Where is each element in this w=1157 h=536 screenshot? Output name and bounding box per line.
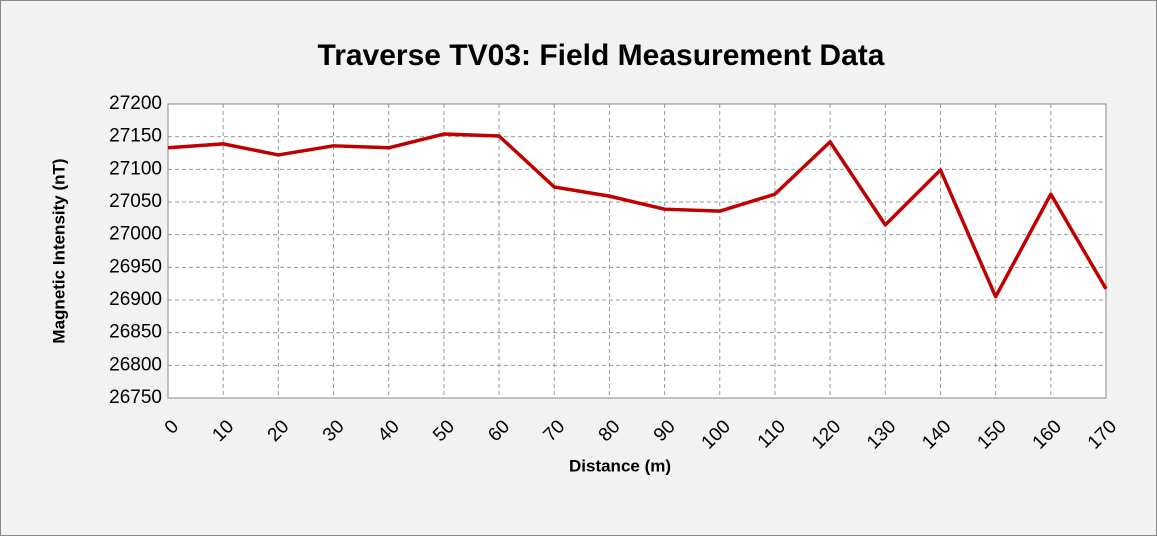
y-tick-label: 27150 <box>109 126 162 147</box>
chart-title: Traverse TV03: Field Measurement Data <box>318 39 885 72</box>
y-tick-label: 26750 <box>109 387 162 408</box>
y-tick-label: 26800 <box>109 354 162 375</box>
y-tick-label: 26900 <box>109 289 162 310</box>
y-tick-label: 27200 <box>109 93 162 114</box>
x-axis-label: Distance (m) <box>569 456 671 475</box>
y-tick-label: 26950 <box>109 256 162 277</box>
data-line <box>167 132 1108 299</box>
y-tick-label: 26850 <box>109 322 162 343</box>
y-tick-label: 27100 <box>109 158 162 179</box>
y-tick-label: 27050 <box>109 191 162 212</box>
plot-area <box>168 104 1106 398</box>
plot-border <box>167 103 1107 399</box>
y-axis-label: Magnetic Intensity (nT) <box>49 158 68 343</box>
y-tick-label: 27000 <box>109 224 162 245</box>
